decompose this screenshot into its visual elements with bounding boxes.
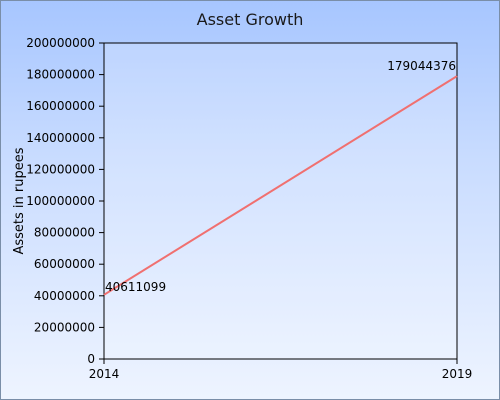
data-label: 40611099 xyxy=(105,280,166,294)
series-group xyxy=(103,75,458,296)
x-tick-label: 2019 xyxy=(442,367,473,381)
chart-title: Asset Growth xyxy=(197,10,304,29)
y-tick-label: 140000000 xyxy=(26,131,95,145)
y-tick-label: 120000000 xyxy=(26,162,95,176)
y-tick-label: 180000000 xyxy=(26,68,95,82)
plot-area xyxy=(103,42,458,360)
y-tick-label: 100000000 xyxy=(26,194,95,208)
y-axis-label: Assets in rupees xyxy=(12,147,27,254)
x-tick-label: 2014 xyxy=(89,367,120,381)
y-tick-label: 60000000 xyxy=(34,257,95,271)
x-axis-ticks: 2014 2019 xyxy=(89,359,473,381)
y-tick-label: 200000000 xyxy=(26,36,95,50)
y-tick-label: 20000000 xyxy=(34,320,95,334)
y-tick-label: 0 xyxy=(87,352,95,366)
y-tick-label: 80000000 xyxy=(34,226,95,240)
y-tick-label: 160000000 xyxy=(26,99,95,113)
y-tick-label: 40000000 xyxy=(34,289,95,303)
y-axis-ticks: 0 20000000 40000000 60000000 80000000 1000000… xyxy=(26,36,104,366)
series-line xyxy=(103,75,458,296)
data-labels: 40611099 179044376 xyxy=(105,59,456,294)
data-label: 179044376 xyxy=(387,59,456,73)
